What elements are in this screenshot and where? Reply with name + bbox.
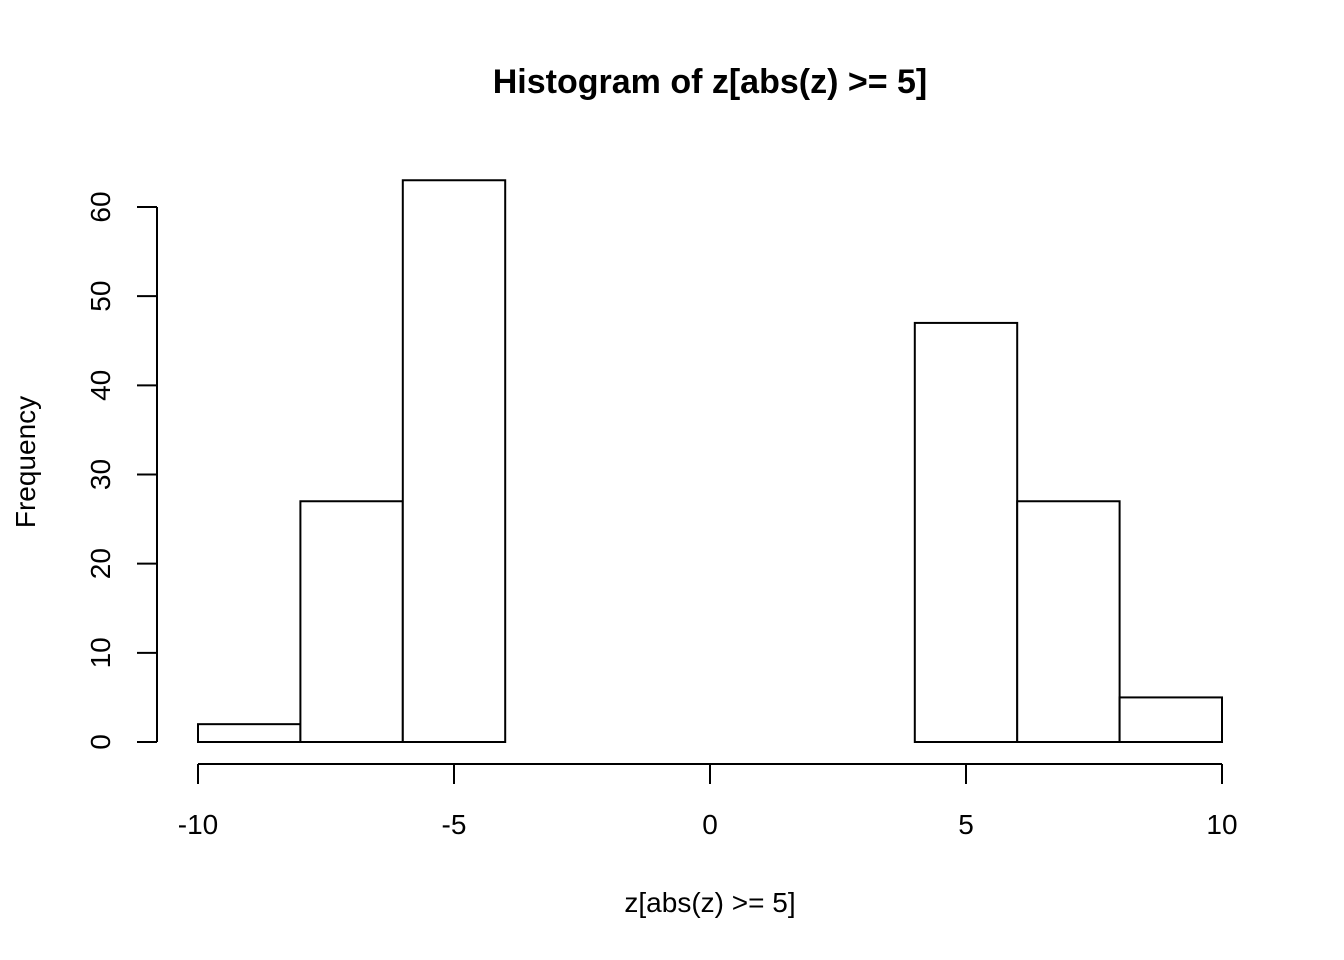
y-tick-label-6: 60 (85, 191, 116, 222)
chart-title: Histogram of z[abs(z) >= 5] (493, 63, 928, 101)
histogram-bar-9 (1118, 696, 1223, 744)
x-tick-label-4: 10 (1206, 809, 1237, 840)
x-tick-label-0: -10 (178, 809, 218, 840)
histogram-bar-1 (299, 500, 404, 743)
histogram-bar-8 (1016, 500, 1121, 743)
histogram-bar-7 (913, 321, 1019, 743)
x-tick-label-3: 5 (958, 809, 974, 840)
y-tick-label-5: 50 (85, 281, 116, 312)
y-tick-label-2: 20 (85, 548, 116, 579)
y-axis-label: Frequency (10, 396, 41, 528)
x-axis: -10 -5 0 5 10 (178, 763, 1238, 840)
y-tick-label-4: 40 (85, 370, 116, 401)
y-tick-label-3: 30 (85, 459, 116, 490)
histogram-bar-2 (401, 179, 507, 743)
y-tick-label-0: 0 (85, 734, 116, 750)
x-axis-label: z[abs(z) >= 5] (624, 887, 795, 918)
y-axis: 0 10 20 30 40 50 60 (85, 191, 158, 750)
bars-group (197, 179, 1223, 744)
histogram-bar-0 (197, 723, 302, 744)
y-tick-label-1: 10 (85, 637, 116, 668)
x-tick-label-2: 0 (702, 809, 718, 840)
x-tick-label-1: -5 (442, 809, 467, 840)
